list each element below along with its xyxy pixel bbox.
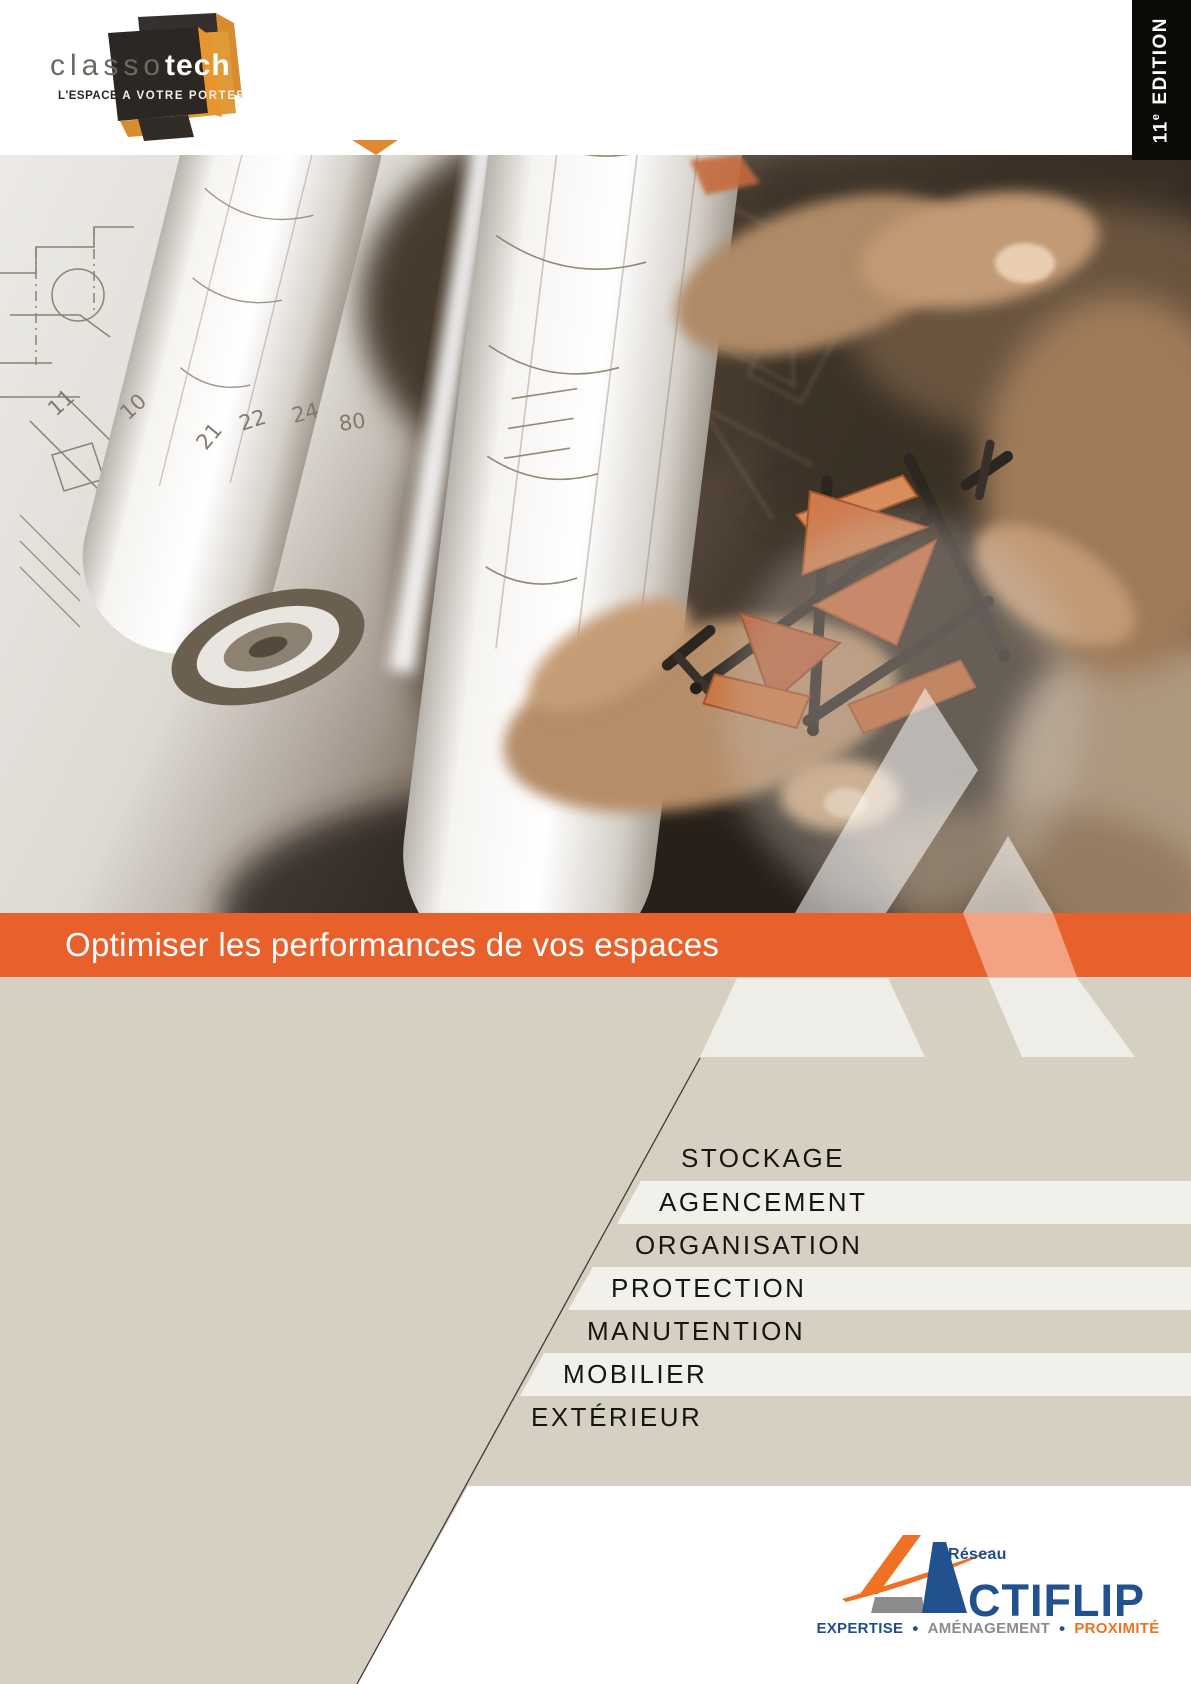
actiflip-a-icon	[842, 1535, 998, 1613]
edition-badge: 11e EDITION	[1132, 0, 1191, 160]
cover-photo: 11 10 21 22 24 80	[0, 155, 1191, 913]
actiflip-wordmark: CTIFLIP	[968, 1575, 1145, 1626]
category-protection: PROTECTION	[611, 1273, 807, 1303]
actiflip-network-label: Réseau	[948, 1546, 1007, 1563]
actiflip-tagline: EXPERTISE • AMÉNAGEMENT • PROXIMITÉ	[816, 1619, 1159, 1638]
brand-logo: classotech L'ESPACE A VOTRE PORTEE	[20, 5, 280, 155]
tagline-expertise: EXPERTISE	[816, 1620, 904, 1637]
category-stockage: STOCKAGE	[681, 1143, 846, 1173]
bullet-icon: •	[1059, 1619, 1066, 1638]
category-mobilier: MOBILIER	[563, 1359, 708, 1389]
category-organisation: ORGANISATION	[635, 1230, 863, 1260]
brand-tagline-left: L'ESPACE	[58, 90, 119, 102]
tagline-amenagement: AMÉNAGEMENT	[927, 1620, 1051, 1637]
edition-number: 11	[1150, 120, 1172, 144]
bullet-icon: •	[912, 1619, 919, 1638]
cover-photo-art: 11 10 21 22 24 80	[0, 155, 1191, 913]
actiflip-logo: Réseau CTIFLIP EXPERTISE • AMÉNAGEMENT •…	[816, 1528, 1159, 1658]
blueprint-number: 80	[337, 408, 367, 435]
category-agencement: AGENCEMENT	[659, 1187, 868, 1217]
brand-tagline: L'ESPACE A VOTRE PORTEE	[58, 86, 246, 104]
tagline-proximite: PROXIMITÉ	[1074, 1620, 1160, 1637]
brand-logo-blocks-icon	[108, 13, 242, 141]
brand-tagline-right: A VOTRE PORTEE	[122, 90, 246, 102]
brand-name-suffix: tech	[165, 49, 231, 82]
edition-text: 11e EDITION	[1150, 17, 1172, 143]
brand-name-prefix: classo	[50, 49, 166, 82]
edition-exponent: e	[1150, 112, 1163, 121]
title-banner: Optimiser les performances de vos espace…	[0, 913, 1191, 977]
category-exterieur: EXTÉRIEUR	[531, 1402, 703, 1432]
beige-wedge	[0, 1486, 468, 1684]
brand-name: classotech	[50, 49, 231, 83]
decorative-orange-chip	[352, 140, 398, 155]
category-manutention: MANUTENTION	[587, 1316, 806, 1346]
cover-title: Optimiser les performances de vos espace…	[65, 926, 720, 963]
edition-word: EDITION	[1150, 16, 1172, 105]
